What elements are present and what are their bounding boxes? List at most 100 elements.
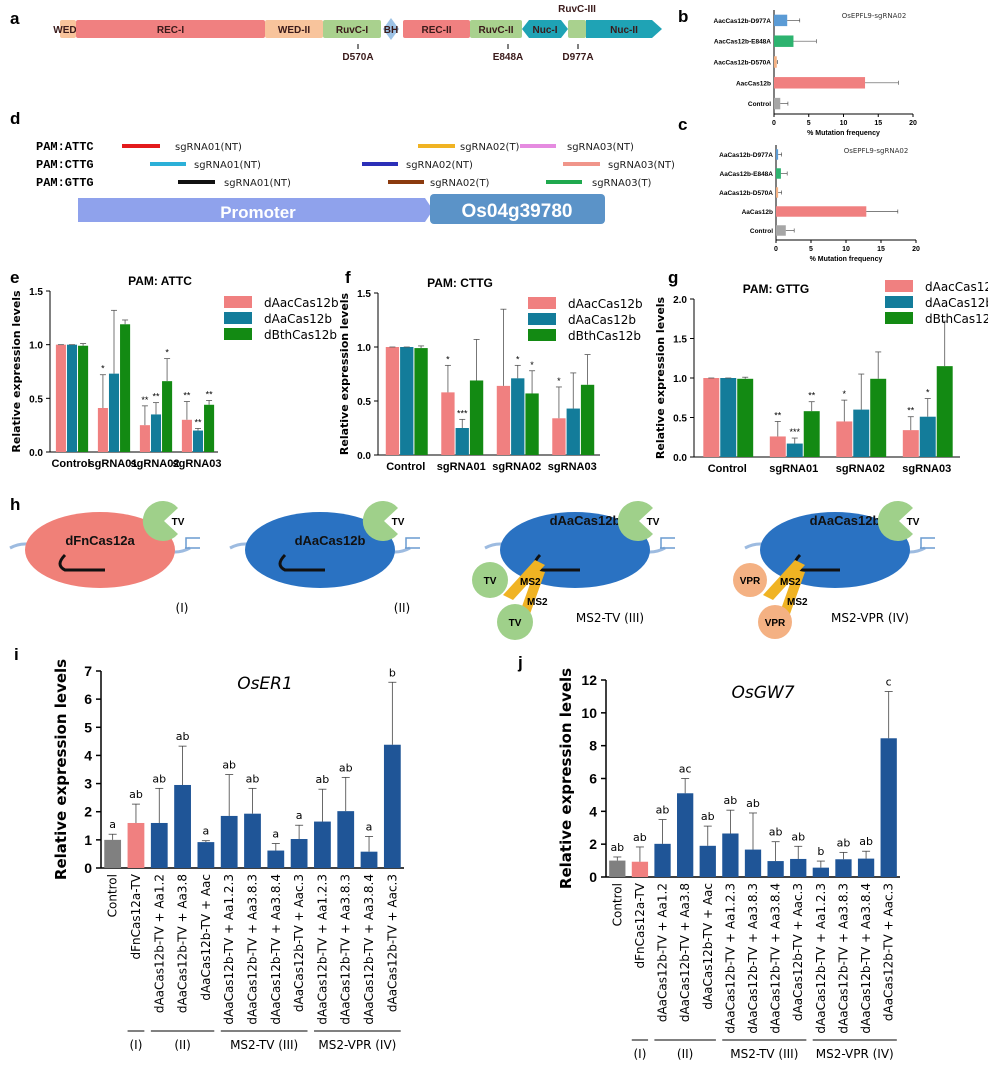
sgrna-label: sgRNA03(NT) — [567, 142, 634, 153]
bar — [812, 867, 829, 877]
category-label: sgRNA02 — [131, 458, 180, 470]
sgrna-label: sgRNA02(NT) — [406, 160, 473, 171]
y-axis-label: Relative expression levels — [338, 292, 351, 455]
sgrna-bar — [563, 162, 600, 166]
construct-label: MS2-TV (III) — [576, 611, 644, 625]
category-label: dAaCas12b-TV + Aa3.8 — [176, 874, 190, 1013]
bar — [150, 822, 168, 868]
domain-label: REC-I — [157, 25, 184, 36]
domain-ruvc-iii — [568, 20, 586, 38]
significance-letter: ab — [746, 797, 760, 810]
domain-label: WED-II — [278, 25, 310, 36]
x-tick-label: 0 — [772, 120, 776, 127]
category-label: dAaCas12b-TV + Aa3.8.4 — [859, 883, 873, 1034]
bar — [722, 833, 739, 877]
bar — [790, 858, 807, 877]
chart-f: 0.00.51.01.5Control****sgRNA01**sgRNA02*… — [338, 276, 643, 473]
bar — [314, 821, 331, 868]
category-label: AaCas12b-E848A — [720, 171, 774, 178]
chart-title: OsER1 — [237, 674, 293, 694]
legend-label: dAaCas12b — [925, 296, 988, 310]
domain-rec-ii — [403, 20, 470, 38]
group-label: MS2-TV (III) — [230, 1038, 298, 1052]
chart-annotation: OsEPFL9-sgRNA02 — [844, 147, 909, 155]
chart-g: 0.00.51.01.52.0Control*******sgRNA01*sgR… — [654, 280, 988, 475]
tv-label: TV — [509, 618, 522, 629]
bar — [385, 347, 400, 455]
category-label: dAaCas12b-TV + Aa1.2.3 — [222, 874, 236, 1025]
category-label: dAaCas12b-TV + Aa1.2.3 — [723, 883, 737, 1034]
category-label: Control — [750, 228, 773, 235]
bar — [744, 849, 762, 877]
domain-wed-ii — [265, 20, 323, 38]
tss-arrow-icon — [920, 537, 935, 548]
domain-ruvc-ii — [470, 20, 522, 38]
chart-c: AaCas12b-D977A AaCas12b-E848A AaCas12b-D57… — [719, 145, 920, 263]
significance-letter: ab — [724, 794, 738, 807]
category-label: Control — [106, 874, 120, 917]
x-tick-label: 20 — [909, 120, 917, 127]
sgrna-label: sgRNA02(T) — [430, 178, 490, 189]
bar — [631, 861, 649, 877]
significance-letter: ab — [859, 835, 873, 848]
category-label: dAaCas12b-TV + Aac — [199, 874, 213, 1001]
category-label: dAaCas12b-TV + Aa3.8.3 — [339, 874, 353, 1025]
bar — [104, 839, 122, 868]
panel-label-d: d — [10, 109, 20, 128]
bar — [699, 845, 716, 877]
y-axis-label: Relative expression levels — [10, 290, 23, 453]
significance-marker: * — [926, 388, 930, 398]
significance-letter: ab — [176, 730, 190, 743]
significance-letter: ab — [129, 788, 143, 801]
y-tick-label: 0 — [84, 860, 92, 876]
legend-swatch — [885, 312, 913, 324]
bar — [197, 842, 215, 868]
chart-annotation: OsEPFL9-sgRNA02 — [842, 12, 907, 20]
domain-label: BH — [384, 25, 398, 36]
significance-marker: * — [165, 348, 169, 358]
sgrna-label: sgRNA01(NT) — [194, 160, 261, 171]
category-label: AaCas12b-D977A — [719, 152, 773, 159]
significance-letter: ab — [246, 772, 260, 785]
ms2-hairpin — [780, 570, 805, 614]
significance-marker: *** — [789, 427, 800, 437]
bar — [525, 393, 539, 455]
significance-marker: ** — [774, 410, 782, 420]
mutation-label: E848A — [493, 52, 524, 63]
category-label: dAaCas12b-TV + Aa3.8.3 — [246, 874, 260, 1025]
y-tick-label: 4 — [84, 747, 92, 763]
bar — [654, 843, 671, 877]
bar — [108, 373, 120, 452]
bar — [776, 187, 779, 198]
tv-domain — [877, 500, 913, 541]
bar — [174, 784, 191, 868]
ms2-label: MS2 — [527, 597, 548, 608]
y-tick-label: 0.0 — [29, 448, 43, 459]
significance-letter: ab — [339, 761, 353, 774]
y-tick-label: 6 — [84, 691, 92, 707]
y-tick-label: 1.0 — [357, 343, 371, 354]
bar — [400, 347, 414, 455]
tv-domain — [617, 500, 653, 541]
promoter-label: Promoter — [220, 203, 296, 222]
y-tick-label: 7 — [84, 663, 92, 679]
bar — [774, 14, 788, 27]
y-tick-label: 10 — [581, 705, 597, 721]
bar — [383, 744, 401, 868]
significance-marker: *** — [457, 408, 468, 418]
x-tick-label: 15 — [874, 120, 882, 127]
category-label: sgRNA01 — [769, 463, 818, 475]
legend-label: dBthCas12b — [568, 329, 641, 343]
bar — [786, 443, 803, 457]
legend-label: dAacCas12b — [925, 280, 988, 294]
mutation-label: D570A — [342, 52, 373, 63]
y-axis-label: Relative expression levels — [654, 296, 667, 459]
legend-label: dBthCas12b — [264, 328, 337, 342]
category-label: dFnCas12a-TV — [633, 882, 647, 968]
bar — [836, 421, 853, 457]
bar — [566, 408, 580, 455]
chart-j: 0 2 4 6 8 10 12 ab Control ab dFnCas12a-TV ab dAaCas… — [557, 668, 900, 1061]
chart-i: 01234567aControlabdFnCas12a-TVabdAaCas12… — [52, 659, 404, 1052]
significance-marker: ** — [183, 391, 191, 401]
domain-label: RuvC-I — [336, 25, 368, 36]
